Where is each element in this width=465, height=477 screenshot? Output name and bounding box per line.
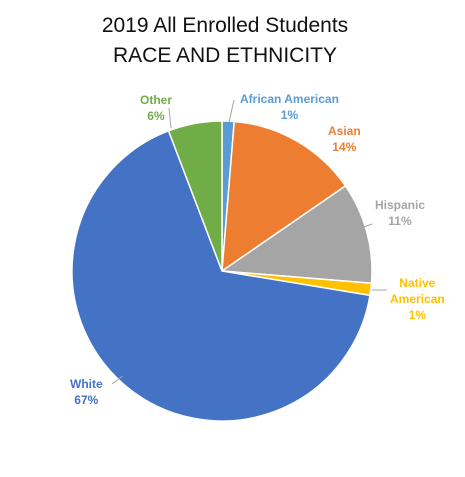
leader-line-white bbox=[111, 375, 124, 385]
pie-slice-asian bbox=[221, 120, 347, 273]
slice-label-asian: Asian 14% bbox=[328, 124, 361, 154]
chart-title-line-1: 2019 All Enrolled Students bbox=[101, 14, 349, 37]
leader-line-hispanic bbox=[349, 223, 373, 233]
pie-slice-hispanic bbox=[219, 184, 373, 285]
pie-slice-white bbox=[71, 129, 371, 422]
chart-title-line-2: RACE AND ETHNICITY bbox=[112, 44, 338, 67]
leader-line-african-american bbox=[228, 99, 235, 123]
pie-slice-other bbox=[167, 120, 223, 272]
slice-label-native-american: Native American 1% bbox=[390, 276, 445, 322]
slice-label-african-american: African American 1% bbox=[240, 92, 339, 122]
slice-label-other: Other 6% bbox=[140, 93, 172, 123]
slice-label-hispanic: Hispanic 11% bbox=[375, 198, 425, 228]
slice-label-white: White 67% bbox=[70, 377, 103, 407]
leader-line-other bbox=[168, 107, 172, 129]
